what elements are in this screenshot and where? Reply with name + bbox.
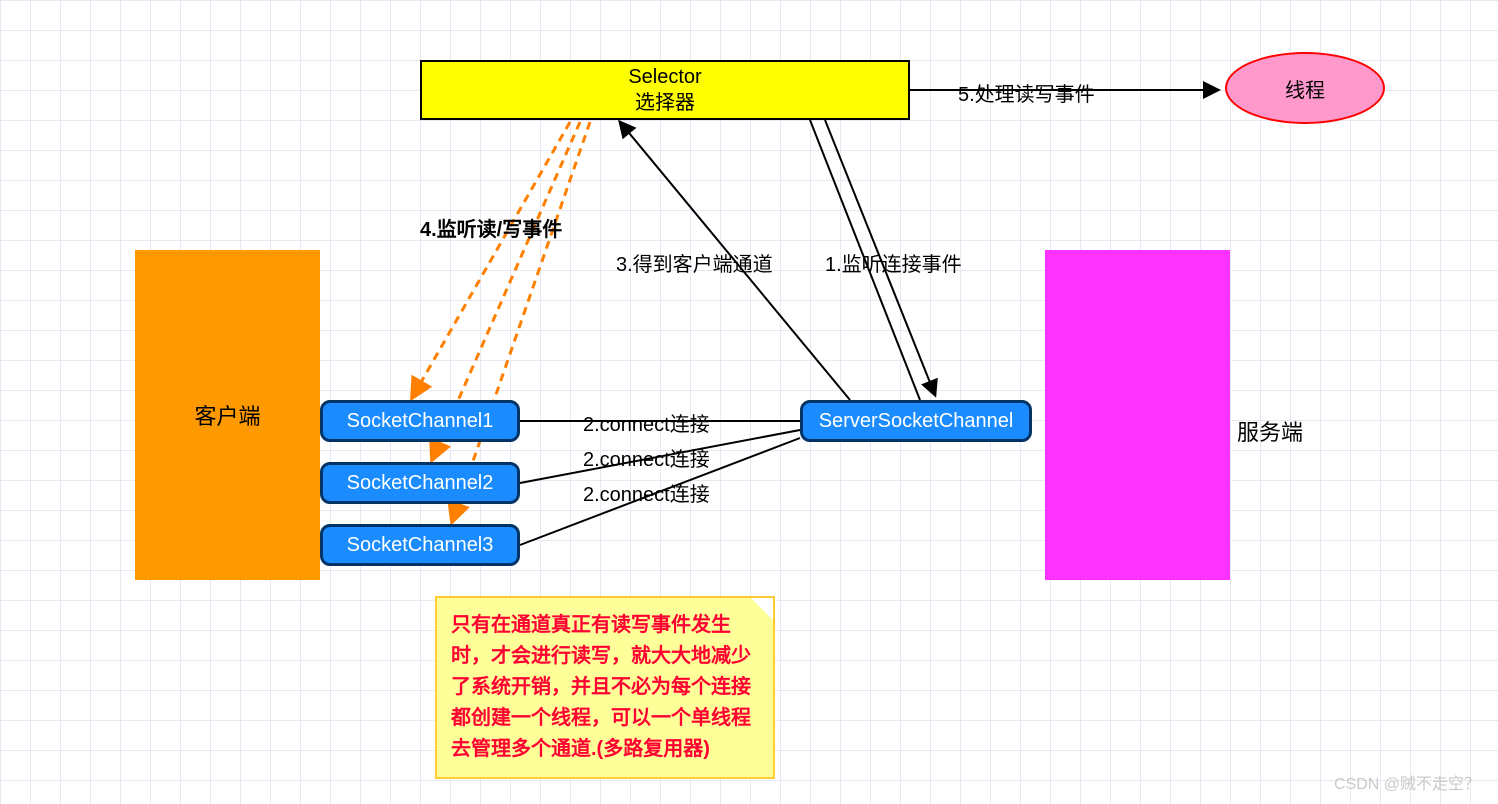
server-box <box>1045 250 1230 580</box>
thread-node: 线程 <box>1225 52 1385 124</box>
selector-title: Selector <box>628 64 701 90</box>
selector-subtitle: 选择器 <box>628 90 701 116</box>
socket-channel-3: SocketChannel3 <box>320 524 520 566</box>
server-label: 服务端 <box>1237 415 1303 447</box>
sticky-note: 只有在通道真正有读写事件发生时，才会进行读写，就大大地减少了系统开销，并且不必为… <box>435 596 775 779</box>
watermark: CSDN @贼不走空？ <box>1334 770 1480 794</box>
edge-label-4: 4.监听读/写事件 <box>420 213 562 242</box>
edge-label-1: 1.监听连接事件 <box>825 248 962 277</box>
note-fold-icon <box>751 598 773 620</box>
selector-box: Selector 选择器 <box>420 60 910 120</box>
edge-label-5: 5.处理读写事件 <box>958 78 1095 107</box>
server-socket-channel: ServerSocketChannel <box>800 400 1032 442</box>
edge-label-2c: 2.connect连接 <box>583 478 710 507</box>
socket-channel-2: SocketChannel2 <box>320 462 520 504</box>
client-label: 客户端 <box>194 399 260 431</box>
note-text: 只有在通道真正有读写事件发生时，才会进行读写，就大大地减少了系统开销，并且不必为… <box>451 614 751 760</box>
thread-label: 线程 <box>1285 74 1325 103</box>
edge-label-2a: 2.connect连接 <box>583 408 710 437</box>
socket-channel-1: SocketChannel1 <box>320 400 520 442</box>
edge-label-3: 3.得到客户端通道 <box>616 248 773 277</box>
edge-label-2b: 2.connect连接 <box>583 443 710 472</box>
client-box: 客户端 <box>135 250 320 580</box>
